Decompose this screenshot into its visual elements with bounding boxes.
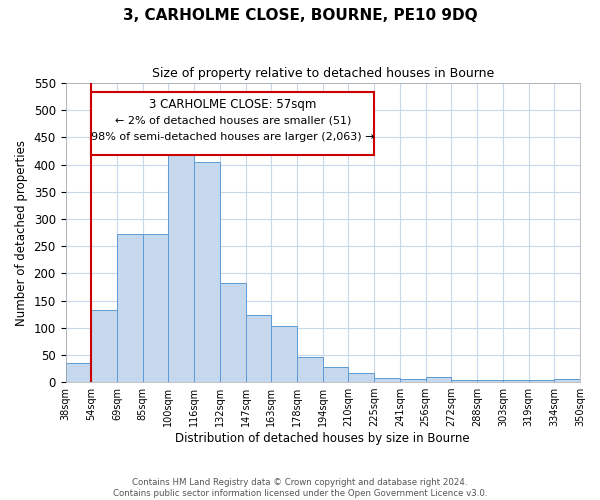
Bar — [349, 373, 374, 382]
Text: 3 CARHOLME CLOSE: 57sqm: 3 CARHOLME CLOSE: 57sqm — [149, 98, 316, 112]
Bar — [169, 146, 194, 382]
Title: Size of property relative to detached houses in Bourne: Size of property relative to detached ho… — [152, 68, 494, 80]
Bar — [323, 367, 349, 382]
Y-axis label: Number of detached properties: Number of detached properties — [15, 140, 28, 326]
Bar — [117, 234, 143, 382]
Bar — [425, 377, 451, 382]
Bar — [271, 326, 297, 382]
FancyBboxPatch shape — [91, 92, 374, 155]
Bar — [451, 380, 477, 382]
Bar — [529, 380, 554, 382]
Bar — [91, 310, 117, 382]
Bar — [374, 378, 400, 382]
X-axis label: Distribution of detached houses by size in Bourne: Distribution of detached houses by size … — [175, 432, 470, 445]
Bar — [297, 357, 323, 382]
Bar — [65, 363, 91, 382]
Bar — [220, 282, 245, 382]
Bar — [477, 380, 503, 382]
Bar — [245, 314, 271, 382]
Bar — [503, 380, 529, 382]
Bar — [143, 234, 169, 382]
Text: ← 2% of detached houses are smaller (51): ← 2% of detached houses are smaller (51) — [115, 115, 351, 125]
Bar — [400, 380, 425, 382]
Text: 3, CARHOLME CLOSE, BOURNE, PE10 9DQ: 3, CARHOLME CLOSE, BOURNE, PE10 9DQ — [122, 8, 478, 22]
Text: Contains HM Land Registry data © Crown copyright and database right 2024.
Contai: Contains HM Land Registry data © Crown c… — [113, 478, 487, 498]
Bar — [194, 162, 220, 382]
Text: 98% of semi-detached houses are larger (2,063) →: 98% of semi-detached houses are larger (… — [91, 132, 374, 142]
Bar — [554, 380, 580, 382]
